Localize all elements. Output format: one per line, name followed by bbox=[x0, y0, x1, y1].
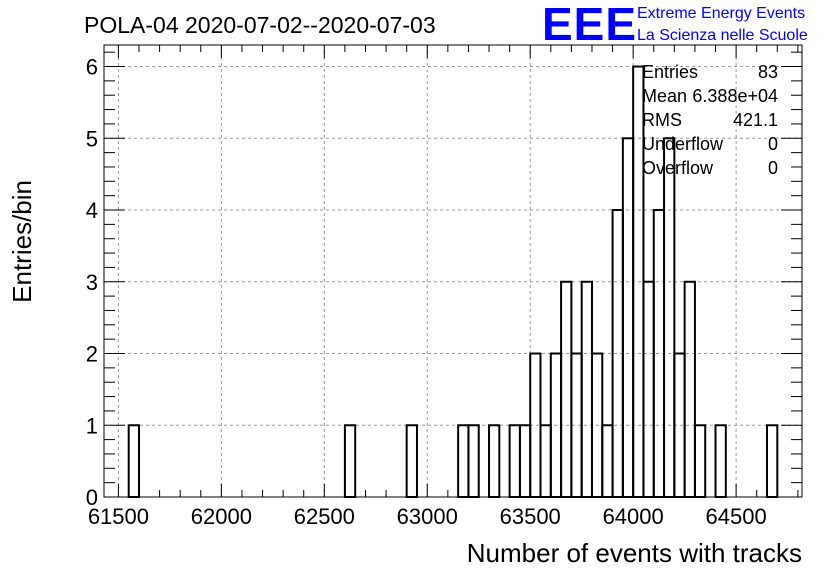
logo-line-1: Extreme Energy Events bbox=[637, 5, 805, 22]
histogram-bin bbox=[765, 424, 779, 498]
histogram-bin bbox=[580, 280, 593, 498]
x-tick-label: 62000 bbox=[191, 504, 252, 529]
plot-frame bbox=[103, 44, 803, 498]
histogram-bin bbox=[343, 424, 357, 498]
x-axis-label: Number of events with tracks bbox=[467, 538, 802, 568]
y-tick-label: 2 bbox=[86, 342, 98, 367]
logo-line-2: La Scienza nelle Scuole bbox=[637, 27, 808, 44]
x-tick-label: 61500 bbox=[88, 504, 149, 529]
y-tick-label: 5 bbox=[86, 126, 98, 151]
chart-title: POLA-04 2020-07-02--2020-07-03 bbox=[84, 12, 436, 38]
y-tick-label: 1 bbox=[86, 413, 98, 438]
x-tick-label: 63500 bbox=[500, 504, 561, 529]
histogram-bin bbox=[467, 424, 480, 498]
y-tick-label: 6 bbox=[86, 55, 98, 80]
histogram-bin bbox=[457, 424, 470, 498]
axis-ticks: 61500 62000 62500 63000 63500 64000 6450001234… bbox=[86, 45, 802, 529]
stats-label: RMS bbox=[642, 110, 682, 130]
stats-label: Mean bbox=[642, 86, 687, 106]
histogram-bin bbox=[714, 424, 727, 498]
histogram-bin bbox=[539, 424, 552, 498]
histogram-bin bbox=[601, 424, 614, 498]
y-tick-label: 4 bbox=[86, 198, 98, 223]
stats-value: 421.1 bbox=[733, 110, 778, 130]
stats-value: 6.388e+04 bbox=[692, 86, 778, 106]
histogram-bin bbox=[518, 424, 532, 498]
histogram-bin bbox=[488, 424, 501, 498]
histogram-bin bbox=[642, 280, 655, 498]
eee-logo: EEE Extreme Energy Events La Scienza nel… bbox=[542, 0, 808, 50]
stats-value: 83 bbox=[758, 62, 778, 82]
x-tick-label: 64000 bbox=[603, 504, 664, 529]
x-tick-label: 63000 bbox=[397, 504, 458, 529]
logo-mark: EEE bbox=[542, 0, 637, 50]
stats-box: Entries 83 Mean 6.388e+04 RMS 421.1 Underflow 0… bbox=[642, 62, 778, 178]
histogram-bin bbox=[560, 280, 573, 498]
grid-lines bbox=[104, 45, 802, 497]
x-tick-label: 64500 bbox=[706, 504, 767, 529]
stats-value: 0 bbox=[768, 134, 778, 154]
histogram-bin bbox=[621, 137, 635, 498]
histogram-bin bbox=[693, 424, 707, 498]
stats-value: 0 bbox=[768, 158, 778, 178]
plot-border bbox=[103, 44, 803, 498]
x-tick-label: 62500 bbox=[294, 504, 355, 529]
stats-label: Overflow bbox=[642, 158, 714, 178]
histogram-bin bbox=[508, 424, 521, 498]
y-tick-label: 0 bbox=[86, 485, 98, 510]
histogram-bin bbox=[405, 424, 418, 498]
histogram-bin bbox=[683, 280, 696, 498]
stats-label: Underflow bbox=[642, 134, 724, 154]
histogram-bin bbox=[663, 137, 676, 498]
stats-label: Entries bbox=[642, 62, 698, 82]
y-axis-label: Entries/bin bbox=[7, 180, 37, 303]
y-tick-label: 3 bbox=[86, 270, 98, 295]
histogram-bin bbox=[127, 424, 141, 498]
